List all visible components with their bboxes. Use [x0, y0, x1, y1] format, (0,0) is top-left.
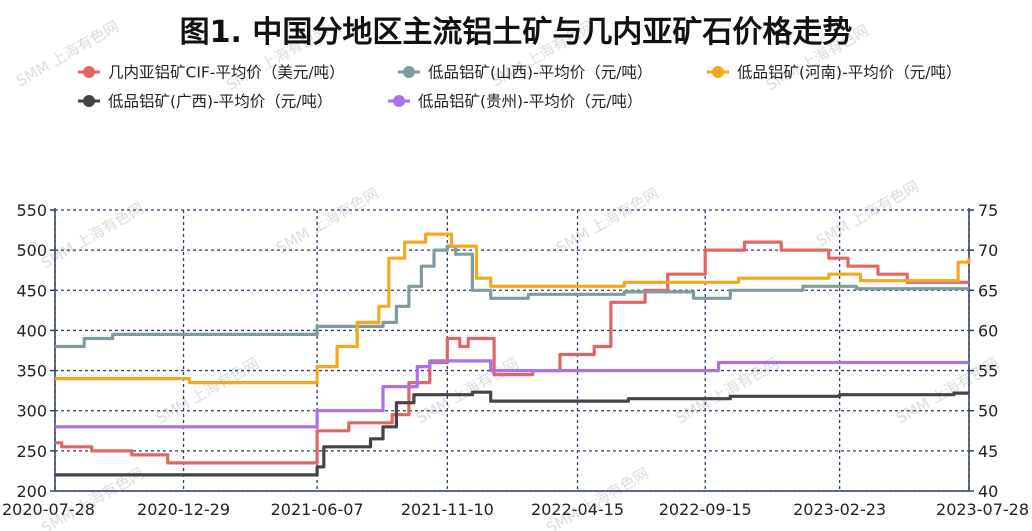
watermark-text: SMM 上海有色网 [553, 184, 662, 257]
legend-marker [712, 66, 724, 78]
watermark-text: SMM 上海有色网 [273, 184, 382, 257]
legend-marker [403, 66, 415, 78]
tick-label-right: 60 [978, 321, 998, 340]
tick-label-x: 2021-06-07 [271, 500, 364, 519]
tick-label-x: 2020-12-29 [137, 500, 230, 519]
legend-item: 低品铝矿(山西)-平均价（元/吨） [398, 64, 652, 82]
tick-label-left: 500 [16, 241, 47, 260]
legend-marker [83, 95, 95, 107]
tick-label-left: 550 [16, 201, 47, 220]
tick-label-left: 250 [16, 442, 47, 461]
legend-item: 几内亚铝矿CIF-平均价（美元/吨） [78, 64, 345, 82]
watermark-text: SMM 上海有色网 [153, 354, 262, 427]
grid [54, 209, 970, 492]
watermark-text: SMM 上海有色网 [673, 354, 782, 427]
tick-label-x: 2023-02-23 [793, 500, 886, 519]
legend-item: 低品铝矿(贵州)-平均价（元/吨） [388, 93, 642, 111]
axes: 200 250 300 350 400 450 500 550 40 45 50 55 60 65 70 75… [2, 201, 1029, 519]
tick-label-left: 300 [16, 402, 47, 421]
legend-item: 低品铝矿(河南)-平均价（元/吨） [707, 64, 961, 82]
legend-label: 低品铝矿(贵州)-平均价（元/吨） [418, 93, 642, 111]
legend-label: 低品铝矿(河南)-平均价（元/吨） [737, 64, 961, 82]
series-line [55, 359, 969, 429]
tick-label-right: 40 [978, 482, 998, 501]
legend-marker [83, 66, 95, 78]
series-line [55, 244, 969, 349]
legend: 几内亚铝矿CIF-平均价（美元/吨） 低品铝矿(山西)-平均价（元/吨） 低品铝矿(… [78, 64, 961, 111]
tick-label-x: 2021-11-10 [401, 500, 494, 519]
watermark-text: SMM 上海有色网 [543, 464, 652, 531]
tick-label-right: 75 [978, 201, 998, 220]
watermark-text: SMM 上海有色网 [13, 17, 122, 90]
series-line [55, 240, 969, 465]
series-line [55, 232, 971, 385]
tick-label-left: 400 [16, 321, 47, 340]
tick-label-right: 55 [978, 362, 998, 381]
legend-label: 低品铝矿(山西)-平均价（元/吨） [428, 64, 652, 82]
legend-marker [393, 95, 405, 107]
tick-label-x: 2022-04-15 [531, 500, 624, 519]
tick-label-right: 65 [978, 281, 998, 300]
tick-label-right: 50 [978, 402, 998, 421]
legend-item: 低品铝矿(广西)-平均价（元/吨） [78, 93, 332, 111]
tick-label-left: 450 [16, 281, 47, 300]
tick-label-left: 200 [16, 482, 47, 501]
tick-label-x: 2020-07-28 [2, 500, 95, 519]
tick-label-x: 2023-07-28 [936, 500, 1029, 519]
tick-label-x: 2022-09-15 [659, 500, 752, 519]
watermark-text: SMM 上海有色网 [813, 177, 922, 250]
series-line [55, 390, 969, 477]
legend-label: 几内亚铝矿CIF-平均价（美元/吨） [108, 64, 345, 82]
chart-title: 图1. 中国分地区主流铝土矿与几内亚矿石价格走势 [180, 15, 853, 50]
legend-label: 低品铝矿(广西)-平均价（元/吨） [108, 93, 332, 111]
series-layer [55, 232, 971, 477]
tick-label-right: 45 [978, 442, 998, 461]
tick-label-left: 350 [16, 362, 47, 381]
tick-label-right: 70 [978, 241, 998, 260]
